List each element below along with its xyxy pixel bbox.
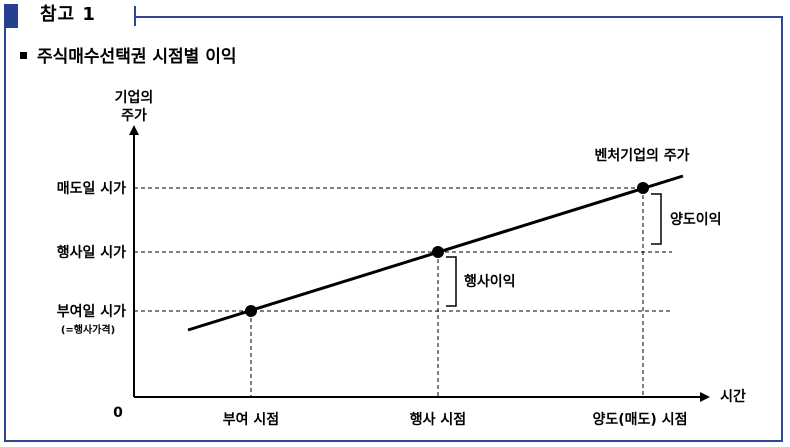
y-axis-label-line2: 주가 [121,108,147,124]
exercise-gain-label: 행사이익 [464,273,516,290]
transfer-gain-label: 양도이익 [670,211,722,228]
transfer-gain-bracket [651,193,662,245]
grant-time-label: 부여 시점 [223,411,279,428]
square-bullet-icon [20,51,27,59]
exercise-price-label: 행사일 시가 [57,245,126,261]
y-axis-label-line1: 기업의 [115,89,154,106]
section-heading: 주식매수선택권 시점별 이익 [20,42,237,67]
tab-divider [134,6,136,26]
tab-marker [4,4,18,28]
stock-line-label: 벤처기업의 주가 [594,147,689,164]
exercise-time-label: 행사 시점 [410,411,466,428]
exercise-gain-bracket [446,256,457,307]
grant-price-label: 부여일 시가 [57,303,126,320]
grant-price-note: (=행사가격) [61,323,115,336]
sell-point [637,182,649,194]
origin-label: 0 [113,405,123,421]
section-title: 주식매수선택권 시점별 이익 [37,47,237,67]
x-axis-label: 시간 [720,388,746,405]
content-frame [4,16,783,442]
sell-time-label: 양도(매도) 시점 [593,411,688,428]
sell-price-label: 매도일 시가 [57,181,126,197]
exercise-point [432,246,444,258]
tab-label: 참고 1 [30,3,106,27]
grant-point [245,305,257,317]
